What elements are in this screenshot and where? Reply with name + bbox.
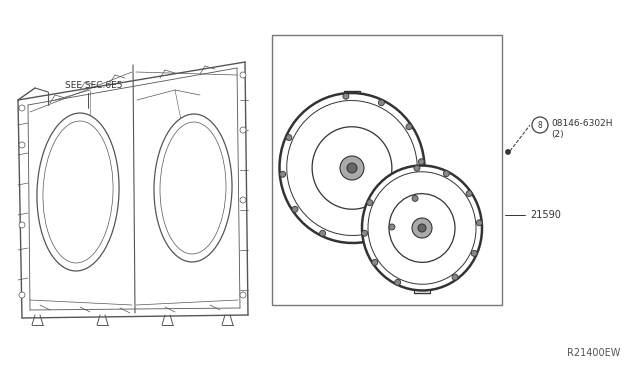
Circle shape [240,197,246,203]
Circle shape [476,220,483,226]
Ellipse shape [287,100,417,235]
Circle shape [412,218,432,238]
Circle shape [406,124,412,130]
Text: 21590: 21590 [530,210,561,220]
Circle shape [362,230,367,236]
Circle shape [19,142,25,148]
Text: SEE SEC.6E5: SEE SEC.6E5 [65,81,122,90]
Text: R21400EW: R21400EW [566,348,620,358]
Circle shape [292,206,298,212]
Circle shape [372,259,378,265]
Circle shape [419,159,424,165]
Circle shape [240,292,246,298]
Circle shape [452,274,458,280]
Ellipse shape [43,121,113,263]
Circle shape [19,105,25,111]
Ellipse shape [37,113,119,271]
Circle shape [347,163,357,173]
Circle shape [286,135,292,141]
Circle shape [532,117,548,133]
Circle shape [378,100,385,106]
Circle shape [343,93,349,99]
Ellipse shape [154,114,232,262]
Circle shape [280,171,285,177]
Circle shape [412,195,418,201]
Circle shape [389,224,395,230]
Circle shape [240,72,246,78]
Circle shape [340,156,364,180]
Circle shape [19,292,25,298]
Circle shape [444,171,449,177]
Ellipse shape [160,122,226,254]
Circle shape [418,224,426,232]
Circle shape [319,230,326,236]
Ellipse shape [280,93,424,243]
Ellipse shape [368,172,476,284]
Circle shape [466,190,472,196]
Circle shape [395,279,401,285]
Circle shape [506,150,511,154]
Circle shape [240,127,246,133]
Circle shape [19,222,25,228]
Circle shape [471,250,477,256]
Circle shape [414,165,420,171]
Bar [272,35,502,305]
Ellipse shape [362,166,482,291]
Ellipse shape [389,194,455,262]
Text: (2): (2) [551,129,564,138]
Circle shape [367,200,372,206]
Text: 08146-6302H: 08146-6302H [551,119,612,128]
Ellipse shape [312,127,392,209]
Text: 8: 8 [538,121,542,129]
